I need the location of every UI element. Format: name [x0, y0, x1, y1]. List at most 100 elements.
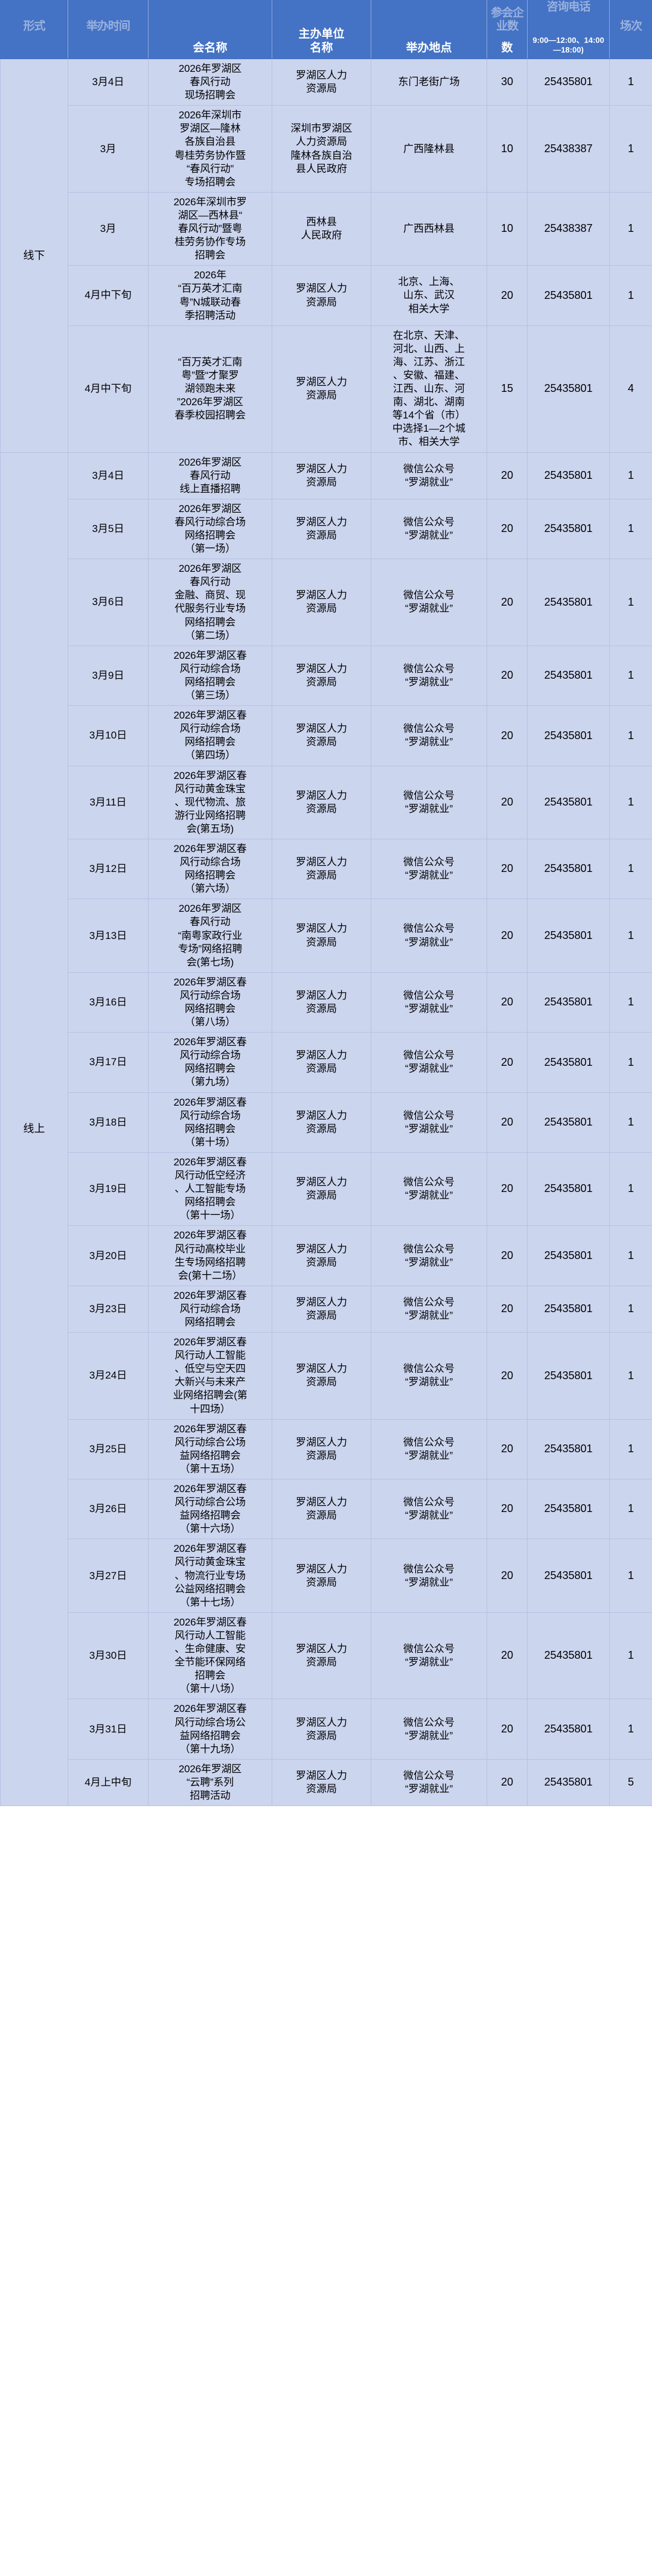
- col-header-mode-label: 形式: [23, 20, 45, 33]
- table-row: 3月19日 2026年罗湖区春 风行动低空经济 、人工智能专场 网络招聘会 （第十一场）罗…: [1, 1152, 652, 1226]
- cell-count: 20: [487, 452, 528, 499]
- cell-count: 20: [487, 1032, 528, 1093]
- cell-date: 3月24日: [68, 1332, 149, 1420]
- cell-tel: 25435801: [527, 972, 610, 1033]
- table-row: 3月26日 2026年罗湖区春 风行动综合公场 益网络招聘会 （第十六场） 罗湖区人力 资源…: [1, 1478, 652, 1540]
- cell-place: 微信公众号 “罗湖就业”: [371, 1699, 487, 1760]
- cell-count: 20: [487, 838, 528, 900]
- cell-place: 微信公众号 “罗湖就业”: [371, 972, 487, 1033]
- cell-tel: 25438387: [527, 105, 610, 193]
- cell-place: 东门老街广场: [371, 58, 487, 106]
- cell-times: 1: [609, 452, 652, 499]
- cell-date: 4月上中旬: [68, 1758, 149, 1807]
- cell-times: 1: [609, 1418, 652, 1480]
- cell-place: 微信公众号 “罗湖就业”: [371, 838, 487, 900]
- cell-org: 罗湖区人力 资源局: [272, 452, 371, 499]
- cell-place: 微信公众号 “罗湖就业”: [371, 1225, 487, 1286]
- cell-org: 罗湖区人力 资源局: [272, 1225, 371, 1286]
- col-header-tel-top: 咨询电话: [546, 0, 590, 13]
- table-row: 3月9日 2026年罗湖区春 风行动综合场 网络招聘会 （第三场） 罗湖区人力 资源局 微信公…: [1, 645, 652, 706]
- cell-date: 3月13日: [68, 899, 149, 973]
- cell-name: 2026年罗湖区春 风行动综合公场 益网络招聘会 （第十六场）: [148, 1478, 272, 1540]
- cell-times: 1: [609, 1478, 652, 1540]
- cell-date: 3月11日: [68, 765, 149, 839]
- cell-tel: 25435801: [527, 645, 610, 706]
- cell-name: 2026年罗湖区春 风行动综合场 网络招聘会 （第十场）: [148, 1092, 272, 1153]
- table-row: 4月中下旬 2026年 “百万英才汇南 粤”N城联动春 季招聘活动 罗湖区人力 资源局 北京、…: [1, 265, 652, 326]
- table-row: 3月 2026年深圳市 罗湖区—隆林 各族自治县 粤桂劳务协作暨 “春风行动” 专场招聘会深…: [1, 105, 652, 193]
- cell-tel: 25435801: [527, 838, 610, 900]
- cell-org: 罗湖区人力 资源局: [272, 265, 371, 326]
- cell-tel: 25435801: [527, 1332, 610, 1420]
- cell-org: 深圳市罗湖区 人力资源局 隆林各族自治 县人民政府: [272, 105, 371, 193]
- cell-count: 30: [487, 58, 528, 106]
- cell-org: 罗湖区人力 资源局: [272, 1092, 371, 1153]
- col-header-date: 举办时间: [68, 0, 149, 59]
- col-header-name: 会名称: [148, 0, 272, 59]
- cell-date: 3月5日: [68, 498, 149, 560]
- cell-times: 1: [609, 498, 652, 560]
- table-row: 3月24日 2026年罗湖区春 风行动人工智能 、低空与空天四 大新兴与未来产 业网络招聘…: [1, 1332, 652, 1420]
- col-header-place: 举办地点: [371, 0, 487, 59]
- cell-org: 罗湖区人力 资源局: [272, 765, 371, 839]
- cell-tel: 25435801: [527, 1032, 610, 1093]
- cell-org: 罗湖区人力 资源局: [272, 1152, 371, 1226]
- cell-date: 3月10日: [68, 705, 149, 766]
- cell-tel: 25435801: [527, 1478, 610, 1540]
- cell-tel: 25435801: [527, 1092, 610, 1153]
- cell-tel: 25435801: [527, 1418, 610, 1480]
- table-row: 3月30日 2026年罗湖区春 风行动人工智能 、生命健康、安 全节能环保网络 招聘会 （第…: [1, 1612, 652, 1700]
- cell-times: 1: [609, 1285, 652, 1333]
- cell-date: 3月12日: [68, 838, 149, 900]
- cell-org: 罗湖区人力 资源局: [272, 899, 371, 973]
- cell-times: 1: [609, 1539, 652, 1613]
- cell-org: 西林县 人民政府: [272, 191, 371, 266]
- col-header-mode: 形式: [0, 0, 68, 59]
- cell-org: 罗湖区人力 资源局: [272, 838, 371, 900]
- cell-tel: 25435801: [527, 452, 610, 499]
- cell-name: 2026年罗湖区春 风行动综合场 网络招聘会 （第六场）: [148, 838, 272, 900]
- cell-tel: 25435801: [527, 1539, 610, 1613]
- cell-count: 20: [487, 645, 528, 706]
- table-row: 3月12日 2026年罗湖区春 风行动综合场 网络招聘会 （第六场） 罗湖区人力 资源局 微信…: [1, 838, 652, 900]
- cell-org: 罗湖区人力 资源局: [272, 58, 371, 106]
- cell-name: 2026年罗湖区春 风行动综合场 网络招聘会 （第四场）: [148, 705, 272, 766]
- cell-name: 2026年罗湖区春 风行动人工智能 、生命健康、安 全节能环保网络 招聘会 （第十八场）: [148, 1612, 272, 1700]
- cell-times: 1: [609, 765, 652, 839]
- cell-name: 2026年罗湖区春 风行动人工智能 、低空与空天四 大新兴与未来产 业网络招聘会(第 十四…: [148, 1332, 272, 1420]
- header-row: 形式 举办时间 会名称 主办单位 名称 举办地点 参会企业数 数: [0, 0, 652, 59]
- cell-times: 1: [609, 899, 652, 973]
- cell-place: 微信公众号 “罗湖就业”: [371, 498, 487, 560]
- cell-date: 3月4日: [68, 452, 149, 499]
- cell-org: 罗湖区人力 资源局: [272, 325, 371, 453]
- cell-times: 1: [609, 705, 652, 766]
- cell-org: 罗湖区人力 资源局: [272, 498, 371, 560]
- cell-tel: 25435801: [527, 1699, 610, 1760]
- col-header-count-tail: 数: [501, 41, 513, 54]
- cell-org: 罗湖区人力 资源局: [272, 1418, 371, 1480]
- cell-place: 微信公众号 “罗湖就业”: [371, 559, 487, 646]
- cell-name: 2026年深圳市罗 湖区—西林县“ 春风行动”暨粤 桂劳务协作专场 招聘会: [148, 191, 272, 266]
- cell-name: 2026年罗湖区 春风行动 金融、商贸、现 代服务行业专场 网络招聘会 （第二场）: [148, 559, 272, 646]
- table-row: 3月5日 2026年罗湖区 春风行动综合场 网络招聘会 （第一场） 罗湖区人力 资源局 微信公…: [1, 498, 652, 560]
- cell-count: 20: [487, 498, 528, 560]
- cell-times: 1: [609, 1032, 652, 1093]
- cell-tel: 25435801: [527, 1152, 610, 1226]
- cell-date: 3月16日: [68, 972, 149, 1033]
- cell-name: 2026年罗湖区春 风行动综合公场 益网络招聘会 （第十五场）: [148, 1418, 272, 1480]
- cell-date: 3月: [68, 105, 149, 193]
- col-header-tel-hours: 9:00—12:00、14:00—18:00): [532, 35, 604, 54]
- cell-org: 罗湖区人力 资源局: [272, 1699, 371, 1760]
- cell-name: 2026年罗湖区春 风行动综合场 网络招聘会 （第八场）: [148, 972, 272, 1033]
- cell-name: 2026年罗湖区 “云聘”系列 招聘活动: [148, 1758, 272, 1807]
- col-header-org: 主办单位 名称: [272, 0, 371, 59]
- table-row: 3月18日 2026年罗湖区春 风行动综合场 网络招聘会 （第十场） 罗湖区人力 资源局 微信…: [1, 1092, 652, 1153]
- cell-name: 2026年罗湖区春 风行动黄金珠宝 、物流行业专场 公益网络招聘会 （第十七场）: [148, 1539, 272, 1613]
- cell-org: 罗湖区人力 资源局: [272, 559, 371, 646]
- cell-count: 10: [487, 105, 528, 193]
- cell-org: 罗湖区人力 资源局: [272, 1285, 371, 1333]
- cell-place: 微信公众号 “罗湖就业”: [371, 1418, 487, 1480]
- table-row: 3月6日 2026年罗湖区 春风行动 金融、商贸、现 代服务行业专场 网络招聘会 （第二场）…: [1, 559, 652, 646]
- cell-place: 微信公众号 “罗湖就业”: [371, 1332, 487, 1420]
- table-row: 3月27日 2026年罗湖区春 风行动黄金珠宝 、物流行业专场 公益网络招聘会 （第十七场…: [1, 1539, 652, 1613]
